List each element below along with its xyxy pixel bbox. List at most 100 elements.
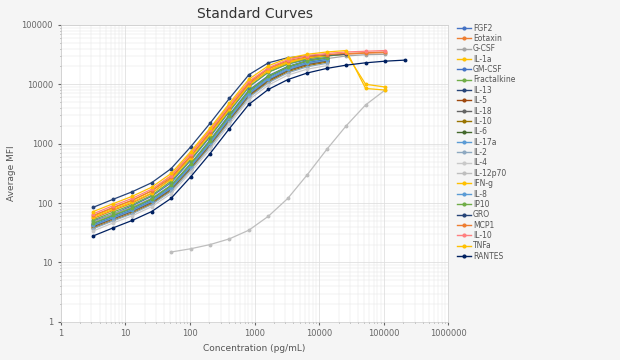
IL-10 [381, 48, 389, 53]
MCP1 [167, 175, 175, 180]
Eotaxin [206, 131, 214, 135]
RANTES [167, 196, 175, 201]
Line: MCP1: MCP1 [92, 51, 386, 217]
Eotaxin [323, 54, 330, 58]
FGF2 [265, 70, 272, 74]
IL-6 [323, 56, 330, 60]
IL-2 [284, 71, 291, 75]
G-CSF [148, 196, 156, 201]
G-CSF [89, 220, 97, 224]
IL-8 [206, 140, 214, 144]
GM-CSF [109, 214, 117, 219]
G-CSF [109, 212, 117, 216]
TNFa [323, 50, 330, 54]
IL-13 [304, 60, 311, 64]
IL-12p70 [381, 88, 389, 92]
Line: GRO: GRO [92, 53, 347, 208]
Fractalkine [128, 203, 136, 207]
IL-17a [245, 92, 252, 96]
IL-5 [304, 62, 311, 67]
G-CSF [187, 162, 194, 166]
IL-4 [304, 67, 311, 71]
IL-5 [148, 201, 156, 205]
G-CSF [167, 183, 175, 187]
IL-6 [167, 184, 175, 188]
GRO [128, 190, 136, 194]
IL-5 [245, 93, 252, 98]
Title: Standard Curves: Standard Curves [197, 7, 312, 21]
IL-1a [128, 198, 136, 203]
Line: RANTES: RANTES [92, 59, 406, 237]
IP10 [187, 162, 194, 166]
IL-10 [128, 196, 136, 201]
MCP1 [226, 105, 233, 109]
Eotaxin [187, 155, 194, 159]
IFN-g [226, 107, 233, 111]
IL-2 [226, 120, 233, 124]
GRO [304, 54, 311, 58]
TNFa [226, 101, 233, 105]
IL-2 [109, 219, 117, 223]
IL-18 [148, 200, 156, 204]
IL-8 [89, 222, 97, 226]
MCP1 [206, 130, 214, 134]
IL-6 [128, 207, 136, 211]
GM-CSF [206, 138, 214, 142]
G-CSF [128, 205, 136, 210]
RANTES [381, 59, 389, 63]
G-CSF [362, 53, 370, 57]
RANTES [226, 126, 233, 131]
IL-6 [148, 197, 156, 202]
Fractalkine [304, 57, 311, 61]
IL-8 [167, 185, 175, 189]
GM-CSF [284, 64, 291, 68]
TNFa [187, 150, 194, 154]
IL-1a [304, 55, 311, 60]
IL-1a [284, 59, 291, 64]
IL-13 [187, 163, 194, 168]
IL-1a [226, 103, 233, 107]
FGF2 [148, 194, 156, 198]
IL-4 [148, 204, 156, 209]
IL-10 [323, 51, 330, 56]
G-CSF [381, 52, 389, 57]
IL-1a [362, 82, 370, 86]
IL-12p70 [304, 172, 311, 177]
Line: IL-13: IL-13 [92, 58, 328, 226]
Fractalkine [187, 157, 194, 162]
IL-1a [342, 51, 350, 56]
Fractalkine [109, 210, 117, 215]
IL-18 [323, 58, 330, 63]
IL-17a [304, 61, 311, 66]
IL-10 [265, 80, 272, 84]
IL-2 [167, 189, 175, 194]
IL-2 [245, 95, 252, 100]
G-CSF [323, 57, 330, 61]
IL-10 [226, 103, 233, 108]
IP10 [245, 89, 252, 93]
IL-4 [265, 83, 272, 87]
TNFa [362, 86, 370, 91]
IL-1a [148, 189, 156, 193]
IL-2 [148, 203, 156, 207]
RANTES [128, 218, 136, 222]
IL-2 [304, 65, 311, 69]
IL-2 [89, 226, 97, 231]
RANTES [304, 71, 311, 75]
FGF2 [167, 181, 175, 185]
Line: Eotaxin: Eotaxin [92, 51, 386, 220]
GM-CSF [148, 197, 156, 202]
IL-18 [245, 93, 252, 97]
IL-4 [167, 192, 175, 196]
IL-1a [89, 214, 97, 219]
Eotaxin [381, 50, 389, 55]
RANTES [265, 87, 272, 91]
IL-8 [109, 215, 117, 219]
IL-10 [187, 167, 194, 171]
GM-CSF [265, 73, 272, 78]
TNFa [128, 194, 136, 198]
MCP1 [323, 53, 330, 57]
IP10 [265, 74, 272, 78]
IL-12p70 [323, 147, 330, 152]
IL-8 [148, 198, 156, 202]
